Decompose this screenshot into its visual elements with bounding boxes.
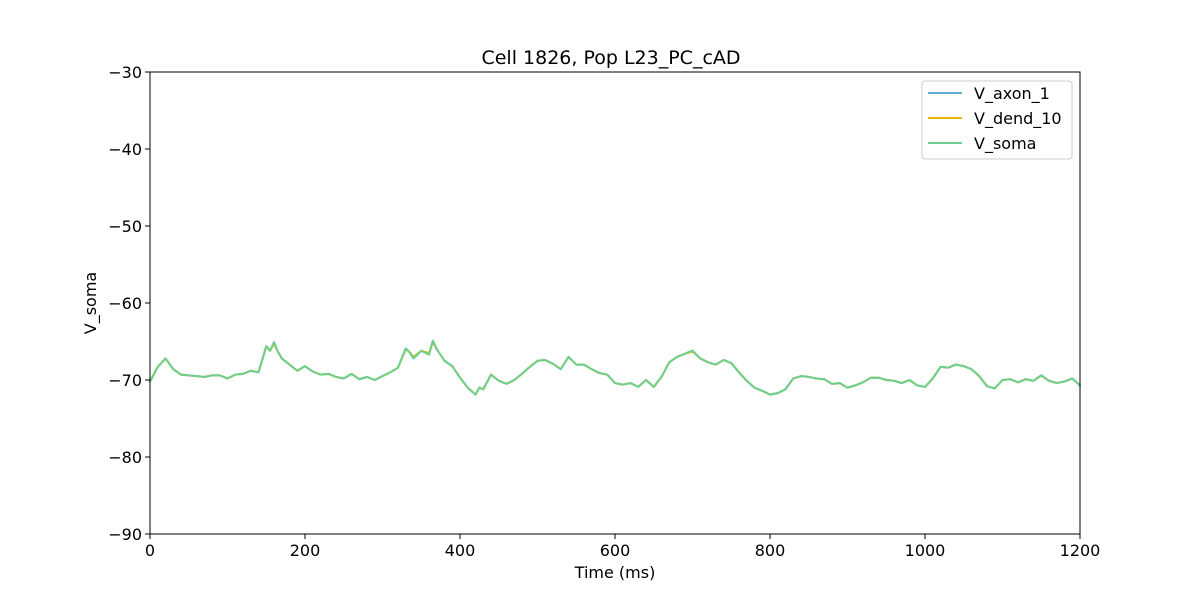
- y-tick-label: −30: [108, 63, 142, 82]
- y-axis: −90 −80 −70 −60 −50 −40 −30: [108, 63, 150, 544]
- y-tick-label: −50: [108, 217, 142, 236]
- x-tick-label: 1000: [905, 541, 946, 560]
- legend-box: [921, 80, 1073, 160]
- x-tick-label: 400: [445, 541, 476, 560]
- series-layer: [149, 339, 1081, 396]
- x-tick-label: 200: [290, 541, 321, 560]
- legend-label-v-axon-1: V_axon_1: [974, 84, 1050, 104]
- x-axis: 0 200 400 600 800 1000 1200: [145, 534, 1100, 560]
- y-tick-label: −70: [108, 371, 142, 390]
- legend: V_axon_1 V_dend_10 V_soma: [921, 80, 1073, 160]
- legend-label-v-soma: V_soma: [974, 134, 1036, 154]
- chart-title: Cell 1826, Pop L23_PC_cAD: [481, 47, 740, 69]
- y-tick-label: −60: [108, 294, 142, 313]
- x-axis-label: Time (ms): [574, 563, 656, 582]
- series-line-v-soma: [149, 339, 1081, 396]
- x-tick-label: 800: [755, 541, 786, 560]
- y-tick-label: −90: [108, 525, 142, 544]
- x-tick-label: 600: [600, 541, 631, 560]
- x-tick-label: 1200: [1060, 541, 1101, 560]
- legend-label-v-dend-10: V_dend_10: [974, 109, 1062, 129]
- y-tick-label: −80: [108, 448, 142, 467]
- y-axis-label: V_soma: [81, 272, 101, 334]
- y-tick-label: −40: [108, 140, 142, 159]
- x-tick-label: 0: [145, 541, 155, 560]
